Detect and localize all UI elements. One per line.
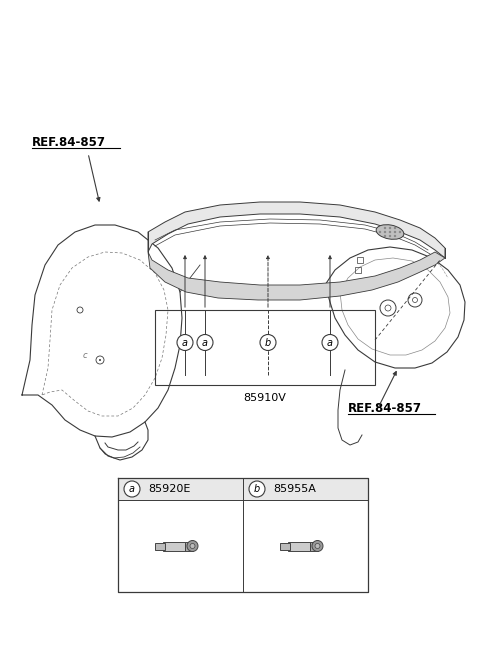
- Circle shape: [260, 334, 276, 350]
- Bar: [118, 478, 243, 500]
- Bar: [163, 542, 184, 551]
- Circle shape: [384, 235, 386, 237]
- Circle shape: [249, 481, 265, 497]
- Circle shape: [384, 231, 386, 233]
- Circle shape: [389, 231, 391, 233]
- Bar: [357, 257, 363, 263]
- Circle shape: [389, 235, 391, 237]
- Circle shape: [124, 481, 140, 497]
- Circle shape: [315, 543, 320, 549]
- Text: REF.84-857: REF.84-857: [32, 135, 106, 148]
- Circle shape: [190, 543, 195, 549]
- Bar: [184, 542, 192, 551]
- Circle shape: [394, 227, 396, 229]
- Circle shape: [379, 231, 381, 233]
- Bar: [288, 542, 310, 551]
- Circle shape: [394, 235, 396, 237]
- Circle shape: [197, 334, 213, 350]
- Text: b: b: [265, 338, 271, 348]
- Text: a: a: [327, 338, 333, 348]
- Text: 85920E: 85920E: [148, 484, 191, 494]
- Circle shape: [312, 541, 323, 551]
- Circle shape: [177, 334, 193, 350]
- Circle shape: [99, 359, 101, 361]
- Text: a: a: [129, 484, 135, 494]
- Text: REF.84-857: REF.84-857: [348, 401, 422, 415]
- Text: 85910V: 85910V: [243, 393, 287, 403]
- Text: a: a: [182, 338, 188, 348]
- Text: 85955A: 85955A: [273, 484, 316, 494]
- Text: b: b: [254, 484, 260, 494]
- Circle shape: [399, 231, 401, 233]
- Circle shape: [187, 541, 198, 551]
- Bar: [279, 543, 289, 550]
- Circle shape: [394, 231, 396, 233]
- Polygon shape: [148, 202, 445, 258]
- Text: c: c: [83, 350, 87, 359]
- Bar: [243, 478, 368, 500]
- Circle shape: [384, 227, 386, 229]
- Bar: [155, 310, 375, 385]
- Text: a: a: [202, 338, 208, 348]
- Ellipse shape: [376, 225, 404, 239]
- Bar: [155, 543, 165, 550]
- Bar: [310, 542, 317, 551]
- Circle shape: [389, 227, 391, 229]
- Polygon shape: [148, 252, 445, 300]
- Bar: [355, 267, 361, 273]
- Circle shape: [322, 334, 338, 350]
